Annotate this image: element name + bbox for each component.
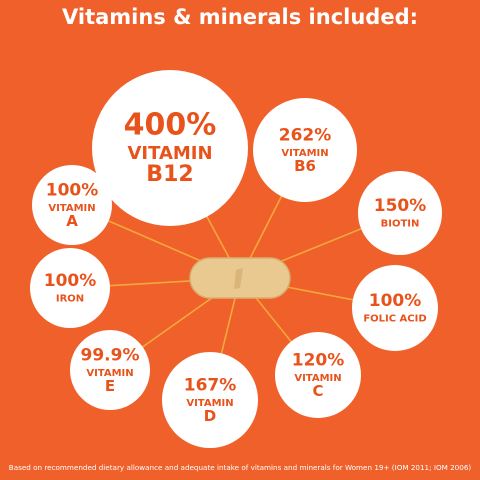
node-circle bbox=[70, 330, 150, 410]
node-label: IRON bbox=[56, 294, 84, 305]
node-label: A bbox=[66, 212, 78, 230]
node-label: BIOTIN bbox=[381, 219, 420, 230]
node-label: C bbox=[312, 382, 323, 400]
node: 150% BIOTIN bbox=[358, 171, 442, 255]
node-percent: 100% bbox=[46, 181, 99, 201]
node-circle bbox=[92, 70, 248, 226]
nodes: 400%VITAMINB12262%VITAMINB6100%VITAMINA1… bbox=[30, 70, 442, 448]
node: 100% IRON bbox=[30, 248, 110, 328]
node-label: FOLIC ACID bbox=[363, 314, 426, 325]
node-circle bbox=[30, 248, 110, 328]
node-label: VITAMIN bbox=[86, 368, 133, 379]
node-label: D bbox=[204, 407, 216, 425]
node-circle bbox=[253, 98, 357, 202]
node-label: VITAMIN bbox=[48, 203, 95, 214]
node-circle bbox=[358, 171, 442, 255]
node-label: VITAMIN bbox=[127, 143, 212, 164]
node-percent: 120% bbox=[292, 351, 345, 371]
node-circle bbox=[162, 352, 258, 448]
node-percent: 100% bbox=[369, 291, 422, 311]
node-percent: 400% bbox=[124, 108, 217, 143]
node-percent: 262% bbox=[279, 126, 332, 146]
node-label: VITAMIN bbox=[281, 148, 328, 159]
node-label: VITAMIN bbox=[186, 398, 233, 409]
node-percent: 167% bbox=[184, 376, 237, 396]
title: Vitamins & minerals included: bbox=[62, 5, 418, 29]
footnote: Based on recommended dietary allowance a… bbox=[9, 463, 472, 472]
node-percent: 150% bbox=[374, 196, 427, 216]
node-label: B6 bbox=[294, 157, 316, 175]
node-circle bbox=[32, 165, 112, 245]
node-label: VITAMIN bbox=[294, 373, 341, 384]
tablet bbox=[189, 257, 291, 299]
tablet-mark bbox=[234, 268, 243, 289]
node-percent: 99.9% bbox=[81, 346, 140, 366]
node-label: B12 bbox=[146, 162, 193, 187]
node-circle bbox=[352, 265, 438, 351]
node: 100% FOLIC ACID bbox=[352, 265, 438, 351]
node-circle bbox=[275, 332, 361, 418]
node-percent: 100% bbox=[44, 271, 97, 291]
node-label: E bbox=[105, 377, 115, 395]
